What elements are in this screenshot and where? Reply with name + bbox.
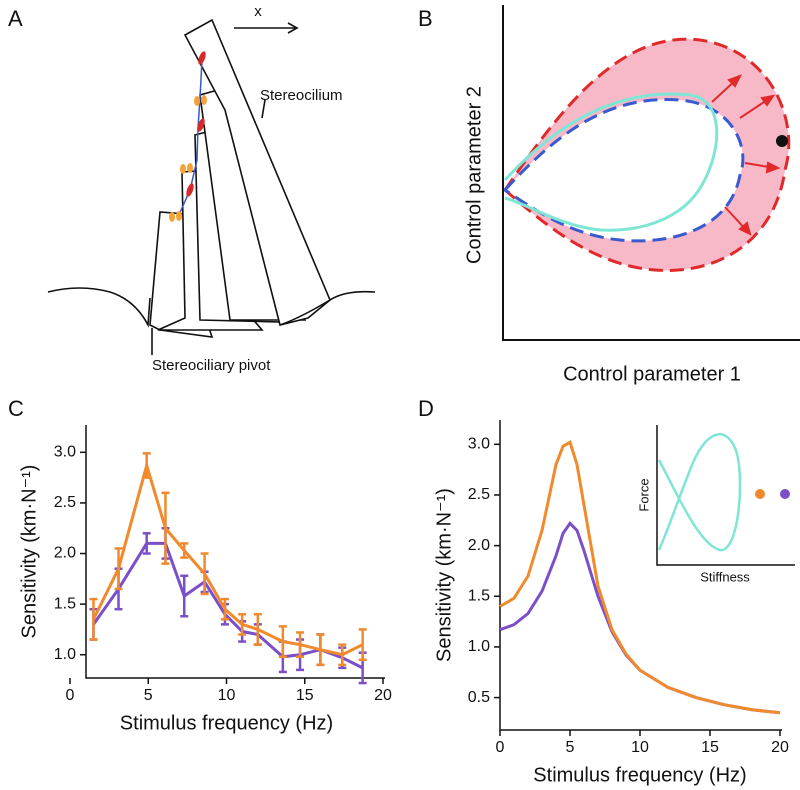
y-tick-label: 0.5 <box>468 689 490 706</box>
x-tick-label: 0 <box>496 739 505 756</box>
y-tick-label: 1.0 <box>54 646 76 663</box>
error-bar <box>180 542 189 559</box>
inset-x-label: Stiffness <box>700 569 750 584</box>
error-bar <box>296 631 305 658</box>
y-axis-label: Control parameter 2 <box>463 86 485 264</box>
error-bar <box>180 574 189 618</box>
y-tick-label: 2.5 <box>468 486 490 503</box>
x-tick-label: 0 <box>66 687 75 704</box>
y-tick-label: 2.5 <box>54 494 76 511</box>
bifurcation-diagram <box>502 5 800 341</box>
series-line <box>499 520 781 715</box>
x-tick-label: 20 <box>374 687 392 704</box>
y-axis-label: Sensitivity (km·N⁻¹) <box>18 465 40 639</box>
x-tick-label: 15 <box>701 739 719 756</box>
error-bar <box>316 633 325 667</box>
y-tick-label: 2.0 <box>468 537 490 554</box>
inset <box>656 425 795 566</box>
pivot-label: Stereociliary pivot <box>152 357 271 374</box>
y-tick-label: 1.5 <box>468 587 490 604</box>
axes <box>85 425 385 679</box>
x-axis-label: Stimulus frequency (Hz) <box>533 764 746 786</box>
y-axis-label: Sensitivity (km·N⁻¹) <box>433 488 455 662</box>
error-bar <box>142 532 151 555</box>
inset-y-label: Force <box>636 478 651 511</box>
x-tick-label: 15 <box>296 687 314 704</box>
panel-label: C <box>8 396 24 421</box>
x-tick-label: 10 <box>218 687 236 704</box>
error-bar <box>142 452 151 479</box>
error-bar <box>114 547 123 591</box>
stereocilia-diagram <box>47 18 376 355</box>
direction-label: x <box>254 3 262 20</box>
series-line <box>92 460 364 657</box>
y-tick-label: 2.0 <box>54 545 76 562</box>
x-tick-label: 10 <box>631 739 649 756</box>
error-bar <box>253 612 262 646</box>
x-tick-label: 20 <box>771 739 789 756</box>
x-tick-label: 5 <box>566 739 575 756</box>
error-bar <box>89 597 98 641</box>
error-bar <box>220 597 229 621</box>
error-bar <box>238 612 247 636</box>
panel-label: B <box>418 6 433 31</box>
series-line <box>92 541 364 670</box>
error-bar <box>338 643 347 667</box>
error-bar <box>358 628 367 662</box>
error-bar <box>161 491 170 565</box>
y-tick-label: 1.5 <box>54 595 76 612</box>
y-tick-label: 1.0 <box>468 638 490 655</box>
panel-label: A <box>8 6 23 31</box>
x-axis-label: Control parameter 1 <box>563 363 741 385</box>
series-line <box>499 440 781 715</box>
x-tick-label: 5 <box>144 687 153 704</box>
error-bar <box>200 552 209 596</box>
x-axis-label: Stimulus frequency (Hz) <box>120 712 333 734</box>
stereocilium-label: Stereocilium <box>260 87 343 104</box>
y-tick-label: 3.0 <box>54 444 76 461</box>
error-bar <box>278 625 287 658</box>
panel-label: D <box>418 396 434 421</box>
y-tick-label: 3.0 <box>468 436 490 453</box>
